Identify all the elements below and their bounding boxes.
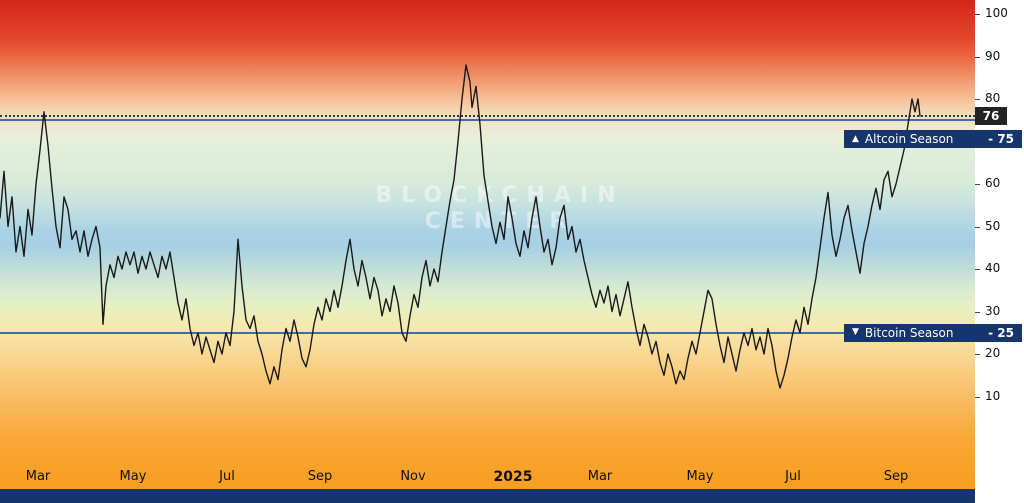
y-tick-mark (975, 184, 980, 185)
triangle-down-icon: ▼ (852, 327, 859, 338)
y-tick-label: 100 (985, 6, 1008, 20)
y-tick-mark (975, 354, 980, 355)
y-tick-label: 10 (985, 388, 1001, 403)
y-tick-mark (975, 14, 980, 15)
index-line-series (0, 64, 921, 389)
current-value-line (0, 115, 975, 117)
y-tick-mark (975, 56, 980, 58)
altcoin-threshold-line (0, 119, 975, 122)
altcoin-threshold-value: - 75 (988, 132, 1014, 147)
y-tick-label: 80 (985, 91, 1001, 105)
index-line-chart[interactable] (0, 0, 975, 489)
y-tick-label: 90 (985, 48, 1001, 63)
y-tick-label: 30 (985, 303, 1001, 318)
y-tick-label: 20 (985, 346, 1001, 360)
current-value-badge: 76 (975, 107, 1007, 125)
bottom-bar (0, 489, 975, 503)
bitcoin-season-text: Bitcoin Season (864, 325, 954, 340)
bitcoin-season-label: ▼ Bitcoin Season - 25 (844, 323, 1022, 342)
y-axis-panel: 76 100 90 80 60 50 40 30 20 10 (975, 0, 1024, 503)
y-tick-label: 40 (985, 261, 1001, 275)
altcoin-season-label: ▲ Altcoin Season - 75 (844, 130, 1022, 149)
bitcoin-threshold-line (0, 331, 975, 334)
bitcoin-threshold-value: - 25 (988, 325, 1014, 340)
y-tick-mark (975, 226, 980, 228)
y-tick-mark (975, 311, 980, 313)
y-tick-mark (975, 269, 980, 270)
y-tick-mark (975, 99, 980, 100)
y-tick-label: 50 (985, 218, 1001, 233)
altcoin-season-text: Altcoin Season (864, 132, 954, 147)
y-tick-mark (975, 396, 980, 398)
y-tick-label: 60 (985, 176, 1001, 190)
triangle-up-icon: ▲ (852, 133, 859, 144)
